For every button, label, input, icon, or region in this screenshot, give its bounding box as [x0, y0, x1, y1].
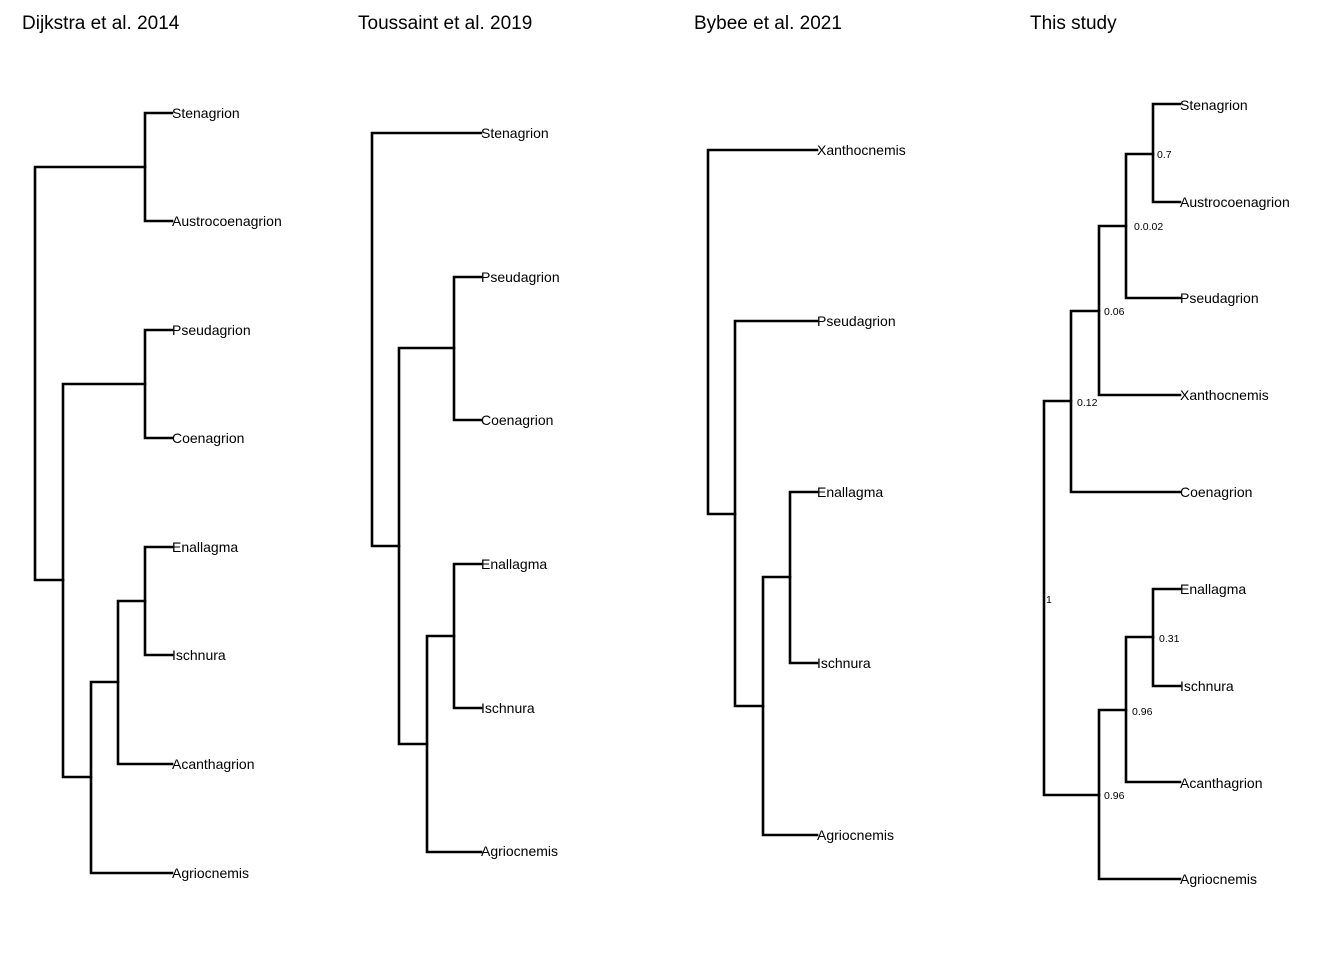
- tip-label: Ischnura: [817, 655, 871, 671]
- node-support-label: 0.7: [1157, 149, 1172, 161]
- tip-label: Ischnura: [172, 647, 226, 663]
- tip-label: Pseudagrion: [1180, 290, 1259, 306]
- tree-panel-this-study: This study Stenagrion Austrocoenagrion P…: [1030, 13, 1290, 887]
- tip-label: Ischnura: [481, 700, 535, 716]
- tip-label: Xanthocnemis: [817, 142, 906, 158]
- node-support-label: 0.12: [1077, 397, 1098, 409]
- node-support-label: 0.0.02: [1134, 221, 1163, 233]
- tip-label: Pseudagrion: [172, 322, 251, 338]
- tip-label: Agriocnemis: [817, 827, 894, 843]
- tip-label: Coenagrion: [481, 412, 553, 428]
- tip-label: Acanthagrion: [172, 756, 255, 772]
- tip-label: Austrocoenagrion: [1180, 194, 1290, 210]
- tip-label: Stenagrion: [1180, 97, 1248, 113]
- node-support-label: 0.31: [1159, 633, 1180, 645]
- tip-label: Stenagrion: [481, 125, 549, 141]
- tip-label: Enallagma: [1180, 581, 1246, 597]
- tip-label: Austrocoenagrion: [172, 213, 282, 229]
- tree-panel-dijkstra-2014: Dijkstra et al. 2014 Stenagrion Austroco…: [22, 13, 282, 881]
- node-support-label: 0.06: [1104, 306, 1125, 318]
- tip-label: Enallagma: [481, 556, 547, 572]
- tip-label: Pseudagrion: [481, 269, 560, 285]
- tree-panel-bybee-2021: Bybee et al. 2021 Xanthocnemis Pseudagri…: [694, 13, 906, 843]
- node-support-label: 1: [1046, 594, 1052, 606]
- panel-title: Dijkstra et al. 2014: [22, 13, 180, 34]
- tip-label: Xanthocnemis: [1180, 387, 1269, 403]
- panel-title: This study: [1030, 13, 1117, 34]
- tip-label: Agriocnemis: [1180, 871, 1257, 887]
- tip-label: Acanthagrion: [1180, 775, 1263, 791]
- node-support-label: 0.96: [1132, 706, 1153, 718]
- tree-panel-toussaint-2019: Toussaint et al. 2019 Stenagrion Pseudag…: [358, 13, 560, 859]
- tip-label: Coenagrion: [1180, 484, 1252, 500]
- tip-label: Agriocnemis: [172, 865, 249, 881]
- panel-title: Bybee et al. 2021: [694, 13, 842, 34]
- tree-branches: [1042, 102, 1182, 881]
- tip-label: Stenagrion: [172, 105, 240, 121]
- tip-label: Ischnura: [1180, 678, 1234, 694]
- tip-label: Enallagma: [817, 484, 883, 500]
- tip-label: Coenagrion: [172, 430, 244, 446]
- tip-label: Agriocnemis: [481, 843, 558, 859]
- tree-branches: [370, 131, 483, 854]
- tree-branches: [33, 111, 174, 875]
- panel-title: Toussaint et al. 2019: [358, 13, 532, 34]
- tip-label: Enallagma: [172, 539, 238, 555]
- tree-branches: [706, 148, 819, 837]
- node-support-label: 0.96: [1104, 790, 1125, 802]
- tip-label: Pseudagrion: [817, 313, 896, 329]
